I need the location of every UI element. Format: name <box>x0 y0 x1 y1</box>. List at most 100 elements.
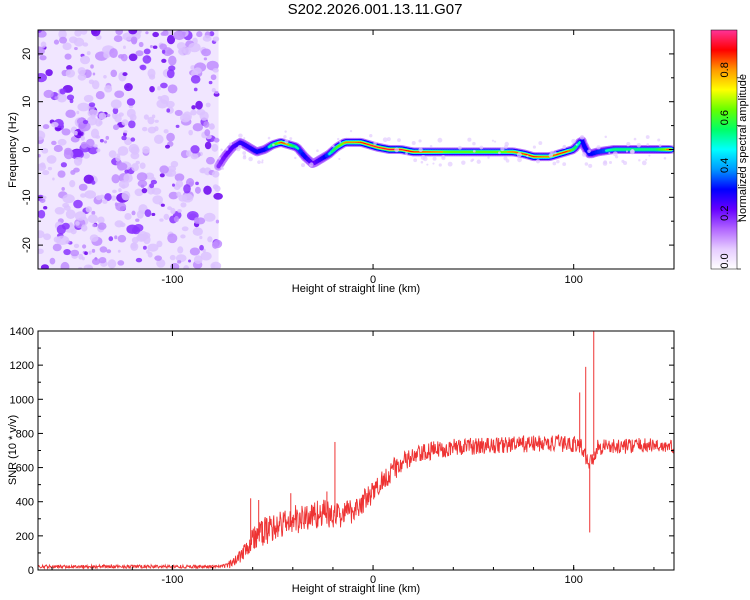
noise-blob <box>168 191 179 200</box>
noise-blob <box>135 50 144 57</box>
noise-blob <box>73 130 78 136</box>
x-tick-label: 0 <box>370 574 376 586</box>
ridge-scatter <box>626 141 631 147</box>
noise-blob <box>145 31 149 35</box>
noise-blob <box>142 245 147 250</box>
noise-blob <box>117 260 125 266</box>
noise-blob <box>117 249 121 253</box>
noise-blob <box>123 130 128 134</box>
noise-blob <box>167 206 172 211</box>
noise-blob <box>190 74 201 84</box>
y-tick-label: 20 <box>21 48 33 60</box>
noise-blob <box>95 34 102 40</box>
ridge-scatter <box>257 160 261 165</box>
noise-blob <box>168 65 176 72</box>
noise-blob <box>160 203 165 207</box>
ridge-scatter <box>373 141 377 146</box>
ridge-scatter <box>405 152 408 155</box>
ridge-scatter <box>284 130 287 133</box>
noise-blob <box>38 248 44 255</box>
noise-blob <box>88 250 92 255</box>
ridge-scatter <box>386 137 391 142</box>
ridge-scatter <box>284 139 289 144</box>
noise-blob <box>126 98 136 106</box>
snr-background <box>38 331 674 570</box>
ridge-scatter <box>645 135 650 139</box>
noise-blob <box>73 167 80 173</box>
noise-blob <box>204 129 211 137</box>
noise-blob <box>50 121 59 128</box>
ridge-scatter <box>535 159 541 164</box>
noise-blob <box>150 179 158 185</box>
noise-blob <box>95 91 105 100</box>
noise-blob <box>57 138 67 146</box>
spectrogram-y-axis-label: Frequency (Hz) <box>7 112 19 188</box>
noise-blob <box>73 37 85 47</box>
ridge-scatter <box>238 133 243 138</box>
noise-blob <box>49 257 56 265</box>
colorbar-tick-label: 0.4 <box>719 158 731 173</box>
noise-blob <box>99 246 108 253</box>
ridge-scatter <box>289 137 293 141</box>
noise-blob <box>42 170 50 176</box>
noise-blob <box>61 186 65 191</box>
noise-blob <box>41 195 47 200</box>
noise-blob <box>38 73 47 83</box>
noise-blob <box>123 83 133 92</box>
noise-blob <box>166 69 175 79</box>
noise-blob <box>203 121 210 128</box>
y-tick-label: 600 <box>16 463 34 475</box>
noise-blob <box>56 224 66 235</box>
ridge-scatter <box>636 142 642 148</box>
noise-blob <box>204 141 212 150</box>
noise-blob <box>122 32 134 41</box>
noise-blob <box>86 116 98 126</box>
noise-blob <box>105 135 110 140</box>
noise-blob <box>70 249 80 257</box>
noise-blob <box>190 109 197 116</box>
noise-blob <box>181 226 189 232</box>
noise-blob <box>208 80 213 85</box>
noise-blob <box>152 195 164 205</box>
ridge-scatter <box>309 162 314 167</box>
noise-blob <box>80 193 86 198</box>
noise-blob <box>53 39 60 45</box>
ridge-scatter <box>237 145 242 150</box>
noise-blob <box>152 45 158 49</box>
colorbar-frame <box>710 29 738 270</box>
noise-blob <box>97 222 107 230</box>
ridge-scatter <box>294 156 297 160</box>
ridge-scatter <box>418 147 423 153</box>
noise-blob <box>124 169 129 174</box>
noise-blob <box>156 259 166 268</box>
noise-blob <box>131 163 139 172</box>
noise-blob <box>121 119 129 126</box>
ridge-scatter <box>220 166 223 169</box>
snr-line <box>38 434 674 570</box>
ridge-segment <box>567 149 571 152</box>
chart-title: S202.2026.001.13.11.G07 <box>287 1 463 18</box>
noise-blob <box>123 45 126 49</box>
noise-blob <box>193 87 198 92</box>
noise-blob <box>163 129 169 134</box>
ridge-scatter <box>615 155 619 159</box>
noise-blob <box>211 143 219 152</box>
noise-blob <box>38 30 42 33</box>
noise-blob <box>215 219 220 224</box>
noise-blob <box>103 140 108 144</box>
ridge-scatter <box>494 140 497 143</box>
noise-blob <box>163 213 170 220</box>
x-tick-label: -100 <box>161 574 183 586</box>
ridge-scatter <box>471 158 475 162</box>
noise-blob <box>130 36 138 44</box>
noise-blob <box>91 210 96 215</box>
noise-blob <box>194 186 201 194</box>
noise-blob <box>149 45 153 49</box>
noise-blob <box>66 65 73 71</box>
noise-blob <box>118 188 122 193</box>
noise-blob <box>110 195 117 201</box>
ridge-scatter <box>228 142 233 146</box>
noise-blob <box>131 210 136 216</box>
noise-blob <box>126 108 136 118</box>
